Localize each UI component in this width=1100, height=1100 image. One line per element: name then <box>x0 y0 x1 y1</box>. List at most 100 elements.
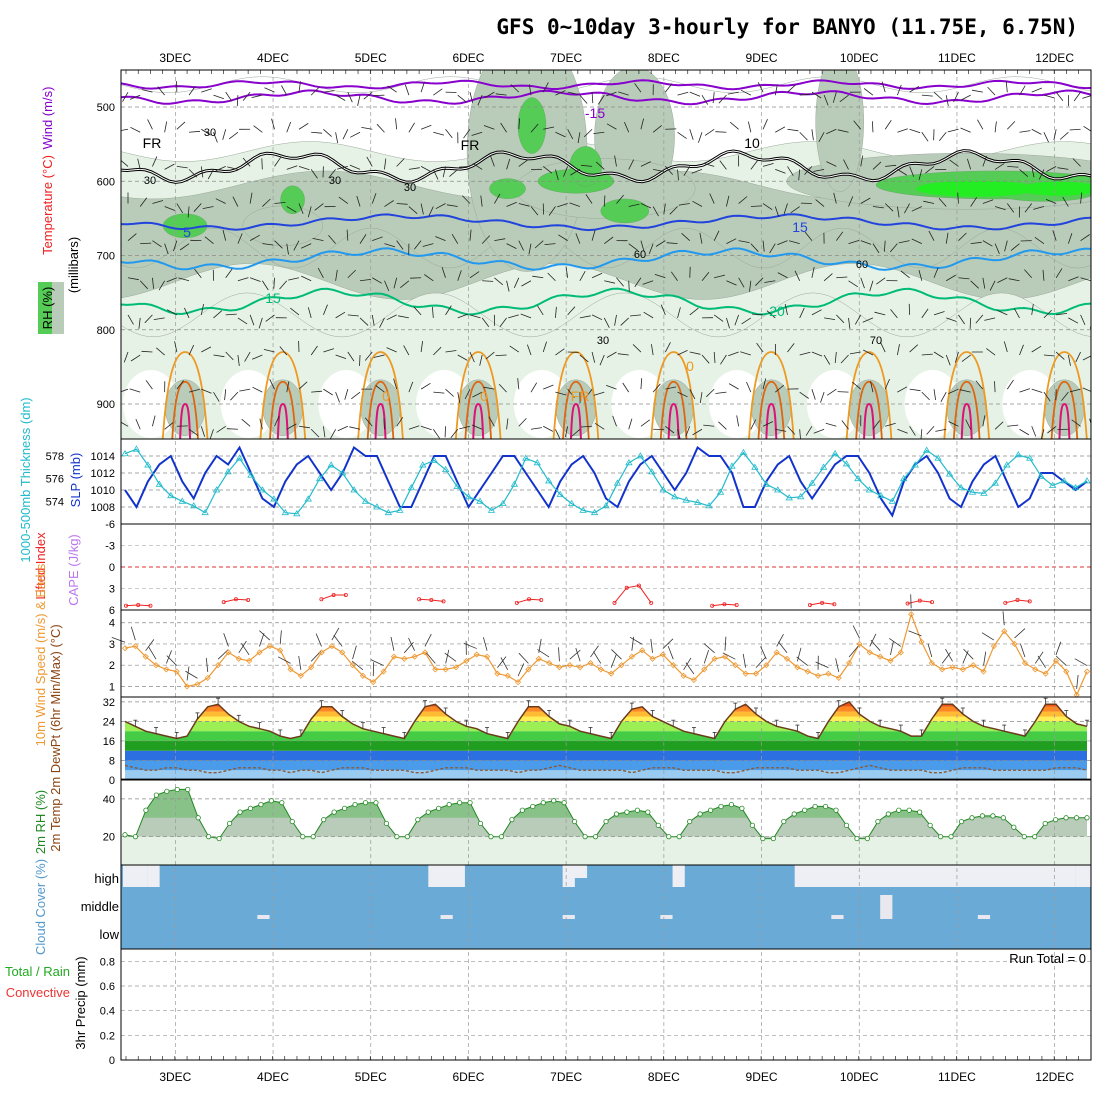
wind-barb <box>774 206 780 218</box>
isotherm-30-loop <box>862 402 876 439</box>
thickness-marker <box>625 459 633 466</box>
pressure-tick-label: 900 <box>97 399 115 411</box>
wind-barb <box>595 161 605 170</box>
wind-barb <box>799 93 811 96</box>
rh2m-marker <box>572 818 578 825</box>
rh2m-tick-label: 40 <box>103 794 115 806</box>
wind10m-marker <box>659 651 666 658</box>
wind10m-barb <box>927 643 933 658</box>
rh2m-marker <box>718 803 724 810</box>
wind-barb <box>166 277 178 283</box>
wind-barb <box>804 166 813 175</box>
wind-barb <box>379 317 385 328</box>
wind-barb <box>298 123 309 130</box>
wind10m-barb <box>277 656 291 664</box>
wind10m-barb <box>835 658 840 672</box>
wind-barb <box>606 123 617 130</box>
wind-barb <box>547 272 556 282</box>
wind10m-marker <box>235 655 242 662</box>
wind-barb <box>997 277 1008 283</box>
lifted-index-marker <box>636 583 641 588</box>
rh-patch-bright <box>916 180 1037 197</box>
wind10m-marker <box>587 659 594 667</box>
wind-barb <box>363 91 373 100</box>
wind-barb <box>384 459 392 467</box>
wind-barb <box>909 344 919 353</box>
isotherm-5 <box>121 213 1091 232</box>
wind-barb <box>480 195 483 207</box>
lifted-index-marker <box>612 600 617 605</box>
wind10m-marker <box>980 668 987 675</box>
wind-barb <box>762 119 768 130</box>
wind-barb <box>909 166 915 177</box>
wind-barb <box>431 466 434 477</box>
wind10m-marker <box>546 659 553 667</box>
thickness-marker <box>545 477 553 484</box>
rh2m-marker <box>206 834 212 840</box>
wind10m-barb <box>518 652 529 664</box>
thickness-marker <box>190 502 198 509</box>
wind-barb <box>509 345 520 353</box>
wind-barb <box>446 204 458 207</box>
ylabel-thickness: 1000-500mb Thickness (dm) <box>18 397 33 562</box>
cloud-mid-speck <box>831 915 844 919</box>
wind10m-tick-label: 3 <box>109 639 115 651</box>
wind-barb <box>1057 167 1069 170</box>
wind10m-marker <box>515 679 522 686</box>
wind-barb <box>200 166 204 178</box>
wind-barb <box>884 203 894 212</box>
wind10m-marker <box>577 664 584 671</box>
wind-barb <box>279 280 288 290</box>
cloud-mid-speck <box>440 915 453 919</box>
wind-barb <box>640 419 651 427</box>
slp-tick-label: 1014 <box>91 451 115 463</box>
wind-barb <box>202 206 214 209</box>
wind10m-marker <box>1001 628 1008 635</box>
wind-barb <box>176 380 184 390</box>
wind-barb <box>854 314 862 325</box>
wind-barb <box>606 385 617 390</box>
rh2m-marker <box>153 792 159 798</box>
wind-barb <box>307 307 312 319</box>
wind10m-barb <box>760 646 767 660</box>
wind-barb <box>222 229 227 241</box>
rh2m-marker <box>634 807 640 813</box>
contour-label: 20 <box>769 303 785 319</box>
thickness-marker <box>705 502 713 509</box>
wind-barb <box>860 277 865 289</box>
lifted-index-marker <box>246 597 251 602</box>
wind-barb <box>689 129 694 140</box>
rh2m-marker <box>373 800 379 806</box>
wind-barb <box>481 317 490 327</box>
wind-barb <box>1043 391 1051 402</box>
wind-barb <box>1093 244 1100 245</box>
wind-barb <box>701 271 710 282</box>
wind-barb <box>897 128 908 133</box>
rh2m-marker <box>906 807 912 813</box>
wind-barb <box>634 277 642 288</box>
wind-barb <box>826 128 837 135</box>
lifted-index-segment <box>223 598 249 603</box>
wind-barb <box>271 118 275 130</box>
wind-barb <box>263 349 275 353</box>
ylabel-cape: CAPE (J/kg) <box>66 534 81 606</box>
wind-barb <box>225 91 233 102</box>
wind-barb <box>335 311 346 319</box>
wind-barb <box>129 94 141 100</box>
wind10m-barb <box>945 648 953 662</box>
rh-patch-dark <box>600 198 650 224</box>
wind-barb <box>677 391 688 398</box>
wind10m-barb <box>890 641 894 656</box>
wind-barb <box>860 240 872 245</box>
rh2m-marker <box>854 835 860 842</box>
isotherm-15 <box>121 287 1091 316</box>
rh2m-marker <box>687 818 693 825</box>
lifted-index-segment <box>516 598 542 604</box>
wind-barb <box>863 88 874 96</box>
lifted-index-segment <box>125 604 151 607</box>
isotherm-minus15 <box>121 89 1091 106</box>
thickness-marker <box>178 497 186 504</box>
isotherm-30-loop <box>276 402 289 439</box>
thickness-marker <box>441 465 450 472</box>
wind-barb <box>457 270 462 281</box>
